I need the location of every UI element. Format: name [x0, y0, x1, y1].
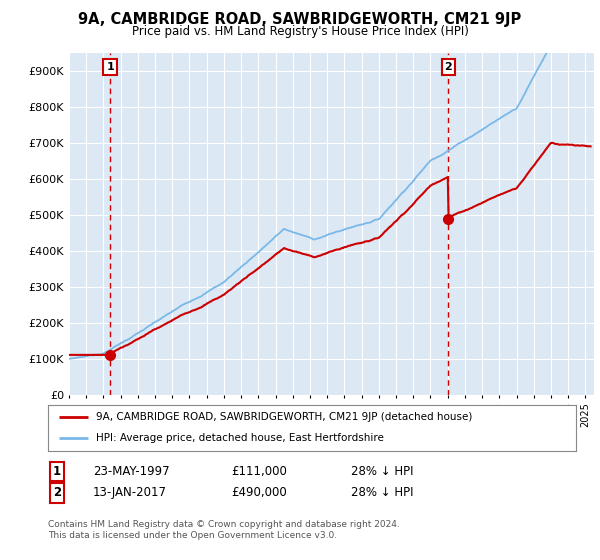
Text: 9A, CAMBRIDGE ROAD, SAWBRIDGEWORTH, CM21 9JP (detached house): 9A, CAMBRIDGE ROAD, SAWBRIDGEWORTH, CM21…	[95, 412, 472, 422]
Text: 9A, CAMBRIDGE ROAD, SAWBRIDGEWORTH, CM21 9JP: 9A, CAMBRIDGE ROAD, SAWBRIDGEWORTH, CM21…	[79, 12, 521, 27]
Text: 1: 1	[106, 62, 114, 72]
Text: 28% ↓ HPI: 28% ↓ HPI	[351, 465, 413, 478]
Text: £490,000: £490,000	[231, 486, 287, 500]
Text: 28% ↓ HPI: 28% ↓ HPI	[351, 486, 413, 500]
Text: £111,000: £111,000	[231, 465, 287, 478]
Text: 23-MAY-1997: 23-MAY-1997	[93, 465, 170, 478]
Text: Contains HM Land Registry data © Crown copyright and database right 2024.
This d: Contains HM Land Registry data © Crown c…	[48, 520, 400, 540]
Text: 1: 1	[53, 465, 61, 478]
Text: 2: 2	[53, 486, 61, 500]
Text: Price paid vs. HM Land Registry's House Price Index (HPI): Price paid vs. HM Land Registry's House …	[131, 25, 469, 38]
Text: 2: 2	[445, 62, 452, 72]
Text: HPI: Average price, detached house, East Hertfordshire: HPI: Average price, detached house, East…	[95, 433, 383, 444]
Text: 13-JAN-2017: 13-JAN-2017	[93, 486, 167, 500]
